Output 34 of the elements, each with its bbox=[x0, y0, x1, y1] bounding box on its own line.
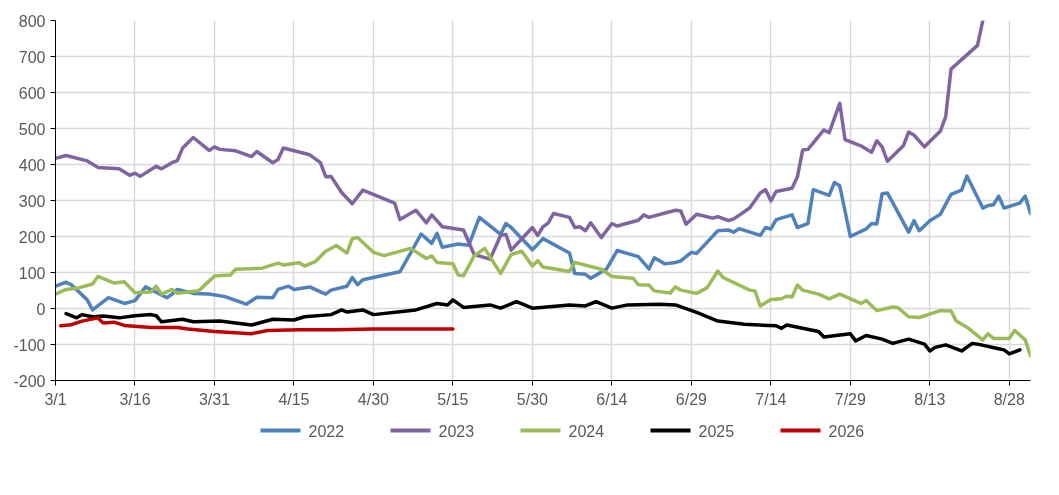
line-series bbox=[59, 316, 455, 336]
y-tick-label: 300 bbox=[18, 192, 46, 210]
x-tick-label: 7/29 bbox=[834, 390, 867, 408]
legend-label: 2025 bbox=[698, 422, 735, 440]
y-tick-label: 0 bbox=[36, 300, 46, 318]
y-tick-label: 600 bbox=[18, 84, 46, 102]
y-tick-label: 800 bbox=[18, 12, 46, 30]
x-tick-label: 4/15 bbox=[278, 390, 310, 408]
y-tick-label: 700 bbox=[18, 48, 46, 66]
line-series bbox=[55, 174, 1031, 312]
y-tick-label: 200 bbox=[18, 228, 46, 246]
legend-label: 2026 bbox=[828, 422, 865, 440]
y-tick-label: -200 bbox=[13, 372, 46, 390]
x-tick-label: 6/29 bbox=[675, 390, 708, 408]
y-tick-label: 500 bbox=[18, 120, 46, 138]
x-tick-label: 5/30 bbox=[516, 390, 549, 408]
x-tick-label: 4/30 bbox=[357, 390, 390, 408]
x-tick-label: 6/14 bbox=[596, 390, 628, 408]
y-tick-label: 100 bbox=[18, 264, 46, 282]
x-tick-label: 8/28 bbox=[993, 390, 1025, 408]
y-tick-label: -100 bbox=[13, 336, 46, 354]
x-tick-label: 3/31 bbox=[198, 390, 231, 408]
legend-label: 2024 bbox=[568, 422, 605, 440]
legend-label: 2022 bbox=[308, 422, 345, 440]
x-tick-label: 8/13 bbox=[914, 390, 946, 408]
x-tick-label: 7/14 bbox=[755, 390, 787, 408]
x-tick-label: 3/16 bbox=[119, 390, 151, 408]
line-series bbox=[55, 235, 1031, 358]
y-tick-label: 400 bbox=[18, 156, 46, 174]
legend-label: 2023 bbox=[438, 422, 475, 440]
x-tick-label: 5/15 bbox=[437, 390, 469, 408]
line-series bbox=[55, 20, 985, 261]
line-series bbox=[64, 298, 1022, 356]
x-tick-label: 3/1 bbox=[44, 390, 67, 408]
